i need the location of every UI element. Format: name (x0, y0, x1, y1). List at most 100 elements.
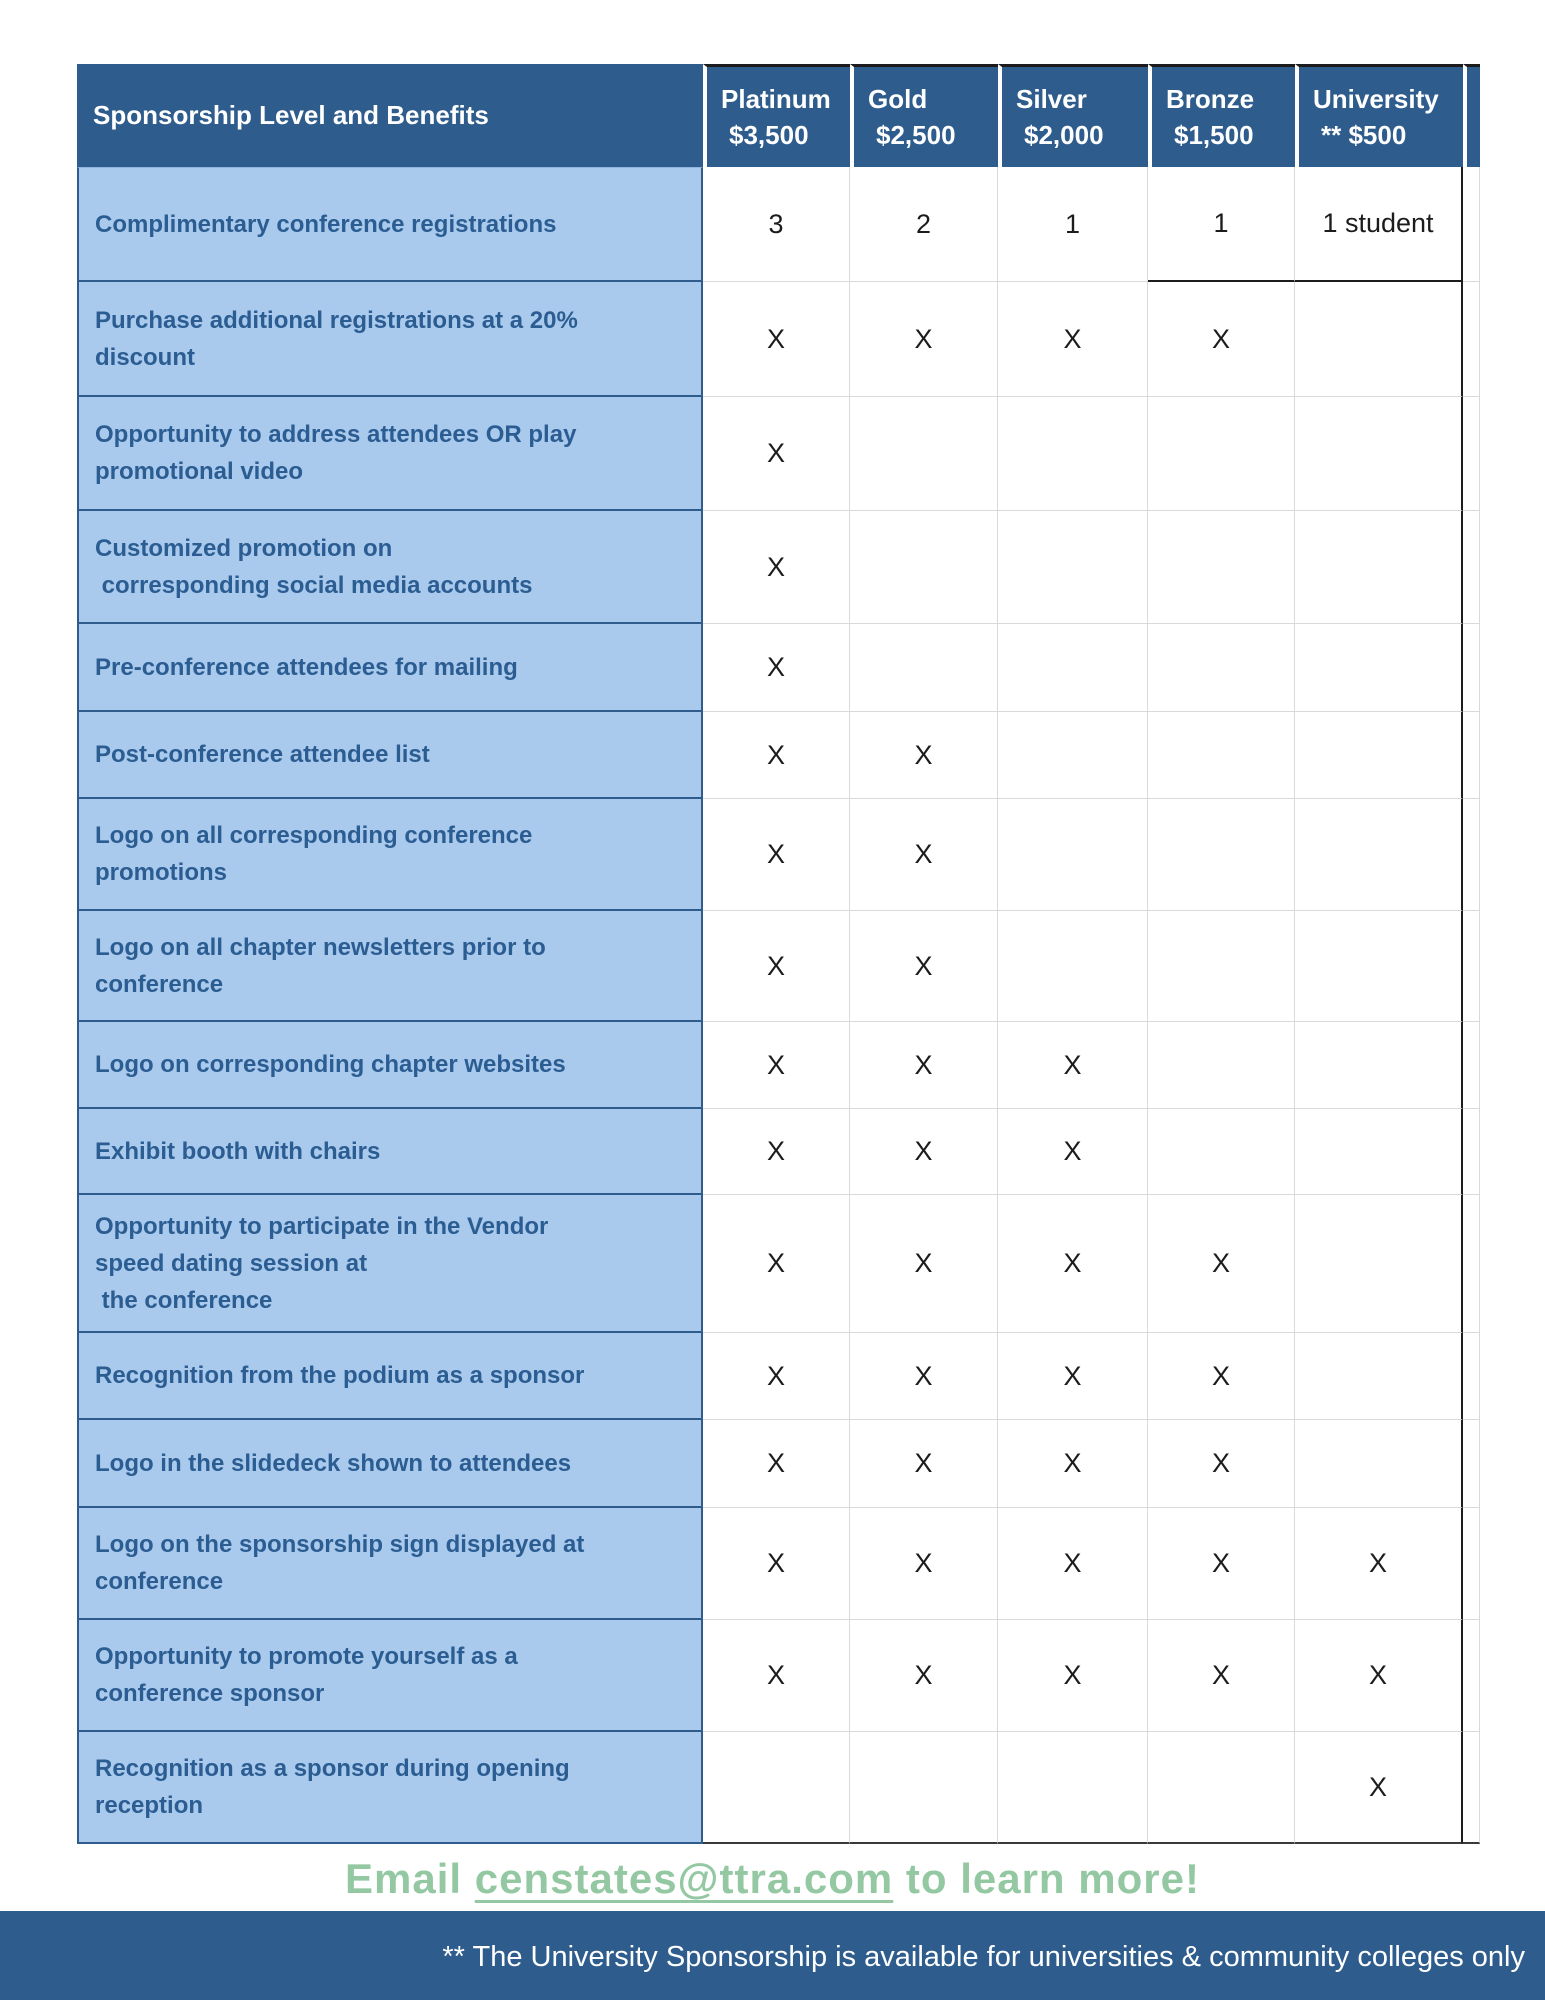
cell-university (1295, 1109, 1463, 1195)
benefit-label: Exhibit booth with chairs (77, 1109, 703, 1195)
tier-price: $2,500 (876, 120, 956, 150)
sliver-cell (1463, 1620, 1480, 1732)
cell-platinum: X (703, 911, 850, 1022)
benefit-label: Logo on all chapter newsletters prior to… (77, 911, 703, 1022)
sliver-cell (1463, 712, 1480, 799)
cell-bronze: X (1148, 1620, 1295, 1732)
cell-bronze (1148, 712, 1295, 799)
sliver-cell (1463, 1109, 1480, 1195)
cell-silver (998, 799, 1148, 911)
cell-bronze (1148, 1109, 1295, 1195)
cell-university (1295, 397, 1463, 511)
cell-gold (850, 511, 998, 624)
sliver-cell (1463, 1195, 1480, 1333)
table-row: Logo on the sponsorship sign displayed a… (77, 1508, 1480, 1620)
footer-note: ** The University Sponsorship is availab… (442, 1940, 1525, 1973)
table-row: Post-conference attendee list X X (77, 712, 1480, 799)
cell-platinum: X (703, 624, 850, 712)
cell-bronze (1148, 799, 1295, 911)
sliver-cell (1463, 397, 1480, 511)
tier-price: $2,000 (1024, 120, 1104, 150)
cell-silver: X (998, 1195, 1148, 1333)
cell-university (1295, 1333, 1463, 1420)
benefit-label: Logo in the slidedeck shown to attendees (77, 1420, 703, 1508)
cell-silver (998, 712, 1148, 799)
table-row: Logo on corresponding chapter websites X X… (77, 1022, 1480, 1109)
cell-silver (998, 911, 1148, 1022)
sliver-cell (1463, 1022, 1480, 1109)
cell-platinum: X (703, 1333, 850, 1420)
cell-gold: X (850, 1109, 998, 1195)
cell-bronze: X (1148, 1508, 1295, 1620)
tier-price: $3,500 (729, 120, 809, 150)
cell-gold: X (850, 799, 998, 911)
cell-platinum: X (703, 712, 850, 799)
table-row: Recognition as a sponsor during opening … (77, 1732, 1480, 1844)
benefit-label: Logo on the sponsorship sign displayed a… (77, 1508, 703, 1620)
cell-gold: 2 (850, 167, 998, 282)
cell-gold: X (850, 1508, 998, 1620)
cell-bronze (1148, 1022, 1295, 1109)
cell-bronze: X (1148, 1195, 1295, 1333)
sliver-cell (1463, 624, 1480, 712)
cell-bronze (1148, 1732, 1295, 1844)
cell-silver: X (998, 1508, 1148, 1620)
cell-bronze (1148, 511, 1295, 624)
email-link[interactable]: censtates@ttra.com (474, 1855, 894, 1902)
cell-silver: X (998, 1620, 1148, 1732)
cell-bronze: 1 (1148, 167, 1295, 282)
cell-silver: X (998, 282, 1148, 397)
footer-bar: ** The University Sponsorship is availab… (0, 1911, 1545, 2000)
sponsorship-benefits-table: Sponsorship Level and Benefits Platinum $… (77, 64, 1480, 1844)
benefit-label: Logo on all corresponding conference pro… (77, 799, 703, 911)
benefit-label: Customized promotion on corresponding so… (77, 511, 703, 624)
benefit-label: Recognition as a sponsor during opening … (77, 1732, 703, 1844)
sliver-cell (1463, 1333, 1480, 1420)
tier-header-bronze: Bronze $1,500 (1148, 64, 1295, 167)
tier-name: Gold (868, 84, 928, 114)
cell-silver: 1 (998, 167, 1148, 282)
table-header-row: Sponsorship Level and Benefits Platinum $… (77, 64, 1480, 167)
cell-university: 1 student (1295, 167, 1463, 282)
table-row: Opportunity to promote yourself as a con… (77, 1620, 1480, 1732)
cell-bronze: X (1148, 282, 1295, 397)
benefit-label: Logo on corresponding chapter websites (77, 1022, 703, 1109)
cell-university (1295, 282, 1463, 397)
cell-university (1295, 911, 1463, 1022)
cell-silver: X (998, 1109, 1148, 1195)
cell-gold (850, 624, 998, 712)
benefit-label: Complimentary conference registrations (77, 167, 703, 282)
cell-platinum: X (703, 397, 850, 511)
table-row: Recognition from the podium as a sponsor… (77, 1333, 1480, 1420)
tier-price: $1,500 (1174, 120, 1254, 150)
cell-university (1295, 799, 1463, 911)
sliver-cell (1463, 282, 1480, 397)
tier-price: ** $500 (1321, 120, 1407, 150)
cell-gold: X (850, 1195, 998, 1333)
cell-gold: X (850, 1333, 998, 1420)
sliver-header-cell (1463, 64, 1480, 167)
cell-silver (998, 1732, 1148, 1844)
benefit-label: Opportunity to participate in the Vendor… (77, 1195, 703, 1333)
cell-platinum: X (703, 1109, 850, 1195)
tier-name: University (1313, 84, 1439, 114)
sliver-cell (1463, 1508, 1480, 1620)
tier-name: Silver (1016, 84, 1087, 114)
benefit-label: Purchase additional registrations at a 2… (77, 282, 703, 397)
cell-bronze (1148, 624, 1295, 712)
table-row: Customized promotion on corresponding so… (77, 511, 1480, 624)
tier-header-silver: Silver $2,000 (998, 64, 1148, 167)
cell-silver (998, 624, 1148, 712)
cta-prefix: Email (345, 1855, 475, 1902)
cell-university (1295, 1022, 1463, 1109)
table-row: Opportunity to address attendees OR play… (77, 397, 1480, 511)
table-row: Logo on all chapter newsletters prior to… (77, 911, 1480, 1022)
tier-name: Bronze (1166, 84, 1255, 114)
cell-bronze (1148, 397, 1295, 511)
cta-suffix: to learn more! (893, 1855, 1200, 1902)
cell-silver: X (998, 1333, 1148, 1420)
benefit-label: Opportunity to address attendees OR play… (77, 397, 703, 511)
cell-silver (998, 397, 1148, 511)
cell-gold: X (850, 712, 998, 799)
cell-platinum: X (703, 1508, 850, 1620)
